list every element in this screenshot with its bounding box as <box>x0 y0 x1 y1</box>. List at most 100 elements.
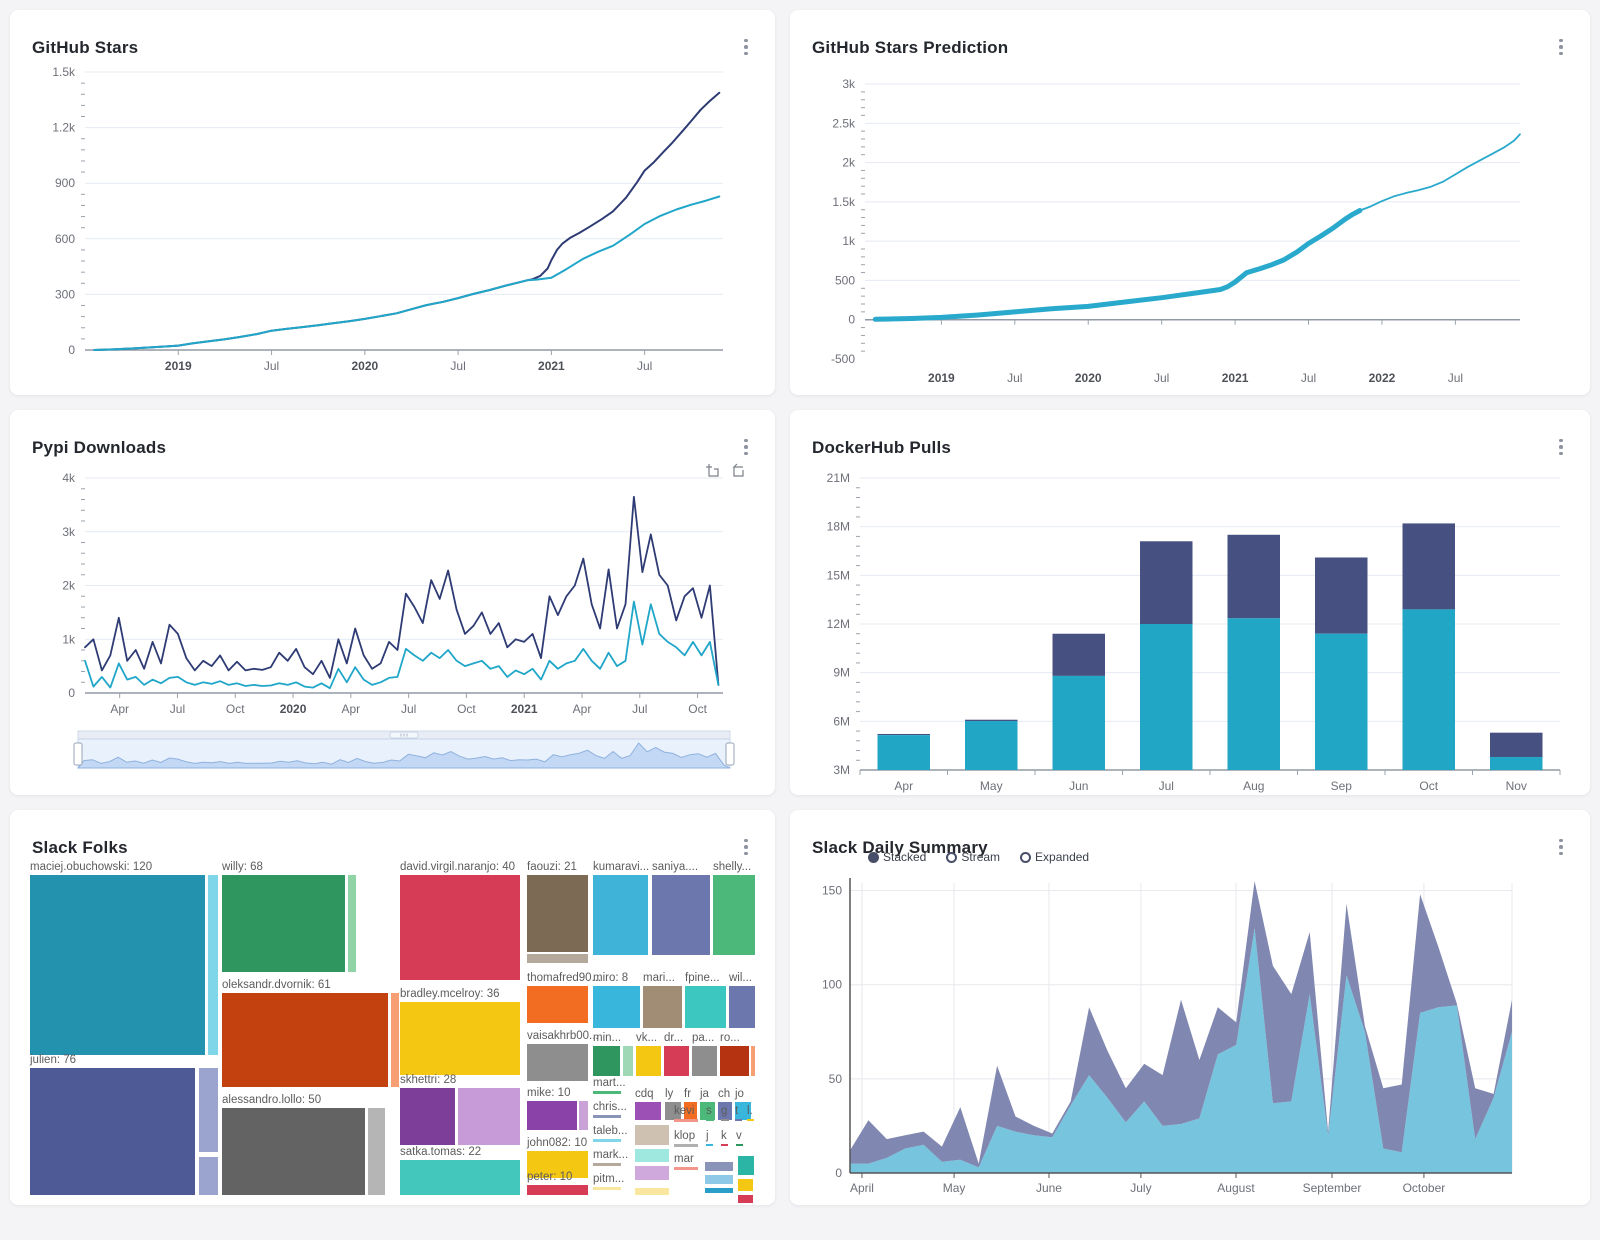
treemap-cell[interactable] <box>400 1002 520 1075</box>
treemap-cell[interactable] <box>527 875 588 952</box>
svg-text:August: August <box>1217 1181 1255 1195</box>
kebab-menu-icon[interactable] <box>1552 436 1570 458</box>
treemap-cell[interactable] <box>652 875 710 955</box>
treemap-cell[interactable] <box>30 875 205 1055</box>
treemap-cell[interactable] <box>635 1166 669 1180</box>
kebab-menu-icon[interactable] <box>737 436 755 458</box>
treemap-cell[interactable] <box>348 875 356 972</box>
treemap-cell[interactable] <box>738 1195 753 1203</box>
treemap-cell-label: julien: 76 <box>30 1054 77 1066</box>
treemap-cell[interactable] <box>643 986 682 1028</box>
treemap-cell[interactable] <box>636 1046 661 1076</box>
treemap-cell[interactable] <box>721 1144 728 1146</box>
treemap-cell-label: thomafred90... <box>527 972 602 984</box>
treemap-cell[interactable] <box>222 993 388 1087</box>
treemap-cell[interactable] <box>593 1163 621 1166</box>
treemap-cell[interactable] <box>705 1162 733 1171</box>
svg-text:Sep: Sep <box>1331 779 1353 793</box>
treemap-cell[interactable] <box>720 1046 749 1076</box>
slider-handle-right[interactable] <box>725 742 735 766</box>
treemap-cell[interactable] <box>400 875 520 980</box>
treemap-cell[interactable] <box>400 1160 520 1195</box>
treemap-cell[interactable] <box>400 1088 455 1145</box>
treemap-cell[interactable] <box>664 1046 689 1076</box>
treemap-cell[interactable] <box>713 875 755 955</box>
treemap-cell[interactable] <box>458 1088 520 1145</box>
treemap-cell[interactable] <box>700 1102 715 1120</box>
treemap-cell[interactable] <box>674 1167 698 1170</box>
treemap-cell[interactable] <box>593 1046 620 1076</box>
treemap-cell[interactable] <box>30 1068 195 1195</box>
treemap-cell-label: vaisakhrb00... <box>527 1030 599 1042</box>
legend-item-stacked[interactable]: Stacked <box>868 850 926 864</box>
treemap-cell[interactable] <box>527 954 588 963</box>
treemap-cell-label: maciej.obuchowski: 120 <box>30 861 153 873</box>
treemap-cell[interactable] <box>735 1102 751 1120</box>
treemap-cell[interactable] <box>593 986 640 1028</box>
treemap-cell[interactable] <box>593 1187 621 1190</box>
treemap-cell[interactable] <box>368 1108 385 1195</box>
treemap-cell[interactable] <box>208 875 218 1055</box>
svg-text:2019: 2019 <box>165 359 192 373</box>
treemap-cell[interactable] <box>635 1188 669 1195</box>
treemap-cell[interactable] <box>685 986 726 1028</box>
treemap-cell[interactable] <box>635 1125 669 1145</box>
treemap-cell[interactable] <box>706 1119 714 1121</box>
treemap-cell-label: satka.tomas: 22 <box>400 1146 482 1158</box>
kebab-menu-icon[interactable] <box>1552 36 1570 58</box>
treemap-cell[interactable] <box>635 1102 661 1120</box>
treemap-cell-label: vk... <box>636 1032 658 1044</box>
treemap-cell[interactable] <box>738 1179 753 1191</box>
treemap-cell[interactable] <box>199 1157 218 1195</box>
treemap-cell-label: alessandro.lollo: 50 <box>222 1094 322 1106</box>
svg-text:June: June <box>1036 1181 1062 1195</box>
treemap-cell[interactable] <box>705 1175 733 1184</box>
svg-text:Oct: Oct <box>457 702 476 716</box>
treemap-cell[interactable] <box>747 1119 754 1121</box>
treemap-cell[interactable] <box>674 1119 698 1122</box>
data-zoom-icon[interactable] <box>705 463 722 480</box>
legend-item-expanded[interactable]: Expanded <box>1020 850 1089 864</box>
kebab-menu-icon[interactable] <box>737 836 755 858</box>
treemap-cell[interactable] <box>751 1046 755 1076</box>
treemap-cell[interactable] <box>593 875 648 955</box>
treemap-cell[interactable] <box>684 1102 697 1120</box>
treemap-cell[interactable] <box>729 986 755 1028</box>
treemap-cell[interactable] <box>222 875 345 972</box>
treemap-cell[interactable] <box>635 1149 669 1162</box>
legend-marker-icon <box>946 851 958 863</box>
treemap-cell[interactable] <box>593 1139 621 1142</box>
treemap-cell[interactable] <box>593 1091 621 1094</box>
treemap-cell[interactable] <box>199 1068 218 1152</box>
treemap-cell[interactable] <box>527 986 588 1023</box>
treemap-cell[interactable] <box>665 1102 681 1120</box>
restore-icon[interactable] <box>730 463 747 480</box>
treemap-cell[interactable] <box>527 1044 588 1081</box>
treemap-cell[interactable] <box>527 1185 588 1195</box>
treemap-cell[interactable] <box>674 1144 698 1147</box>
svg-text:2021: 2021 <box>511 702 538 716</box>
treemap-cell[interactable] <box>735 1119 742 1121</box>
treemap-cell[interactable] <box>692 1046 717 1076</box>
treemap-cell[interactable] <box>623 1046 633 1076</box>
treemap-cell[interactable] <box>593 1115 621 1118</box>
kebab-menu-icon[interactable] <box>1552 836 1570 858</box>
svg-text:2k: 2k <box>62 579 76 593</box>
treemap-cell[interactable] <box>222 1108 365 1195</box>
svg-text:0: 0 <box>848 313 855 327</box>
datazoom-slider[interactable] <box>73 730 735 769</box>
treemap-cell[interactable] <box>721 1119 729 1121</box>
slider-handle-left[interactable] <box>73 742 83 766</box>
treemap-cell[interactable] <box>738 1156 754 1175</box>
svg-text:9M: 9M <box>833 666 850 680</box>
treemap-cell[interactable] <box>705 1188 733 1193</box>
treemap-cell[interactable] <box>718 1102 732 1120</box>
legend-item-stream[interactable]: Stream <box>946 850 1000 864</box>
treemap-cell[interactable] <box>579 1101 588 1130</box>
treemap-cell[interactable] <box>527 1151 588 1178</box>
treemap-cell[interactable] <box>527 1101 577 1130</box>
treemap-cell[interactable] <box>391 993 399 1087</box>
kebab-menu-icon[interactable] <box>737 36 755 58</box>
treemap-cell[interactable] <box>706 1144 713 1146</box>
treemap-cell[interactable] <box>736 1144 743 1146</box>
